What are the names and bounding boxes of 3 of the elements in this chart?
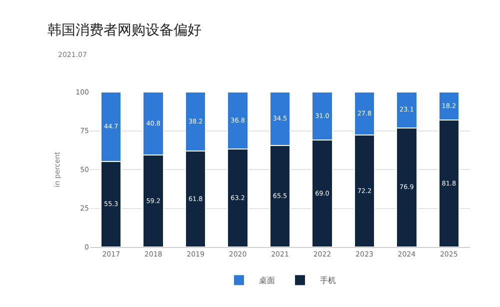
chart-title: 韩国消费者网购设备偏好 [48,22,202,38]
legend-label: 桌面 [259,276,275,286]
legend-label: 手机 [320,276,336,286]
